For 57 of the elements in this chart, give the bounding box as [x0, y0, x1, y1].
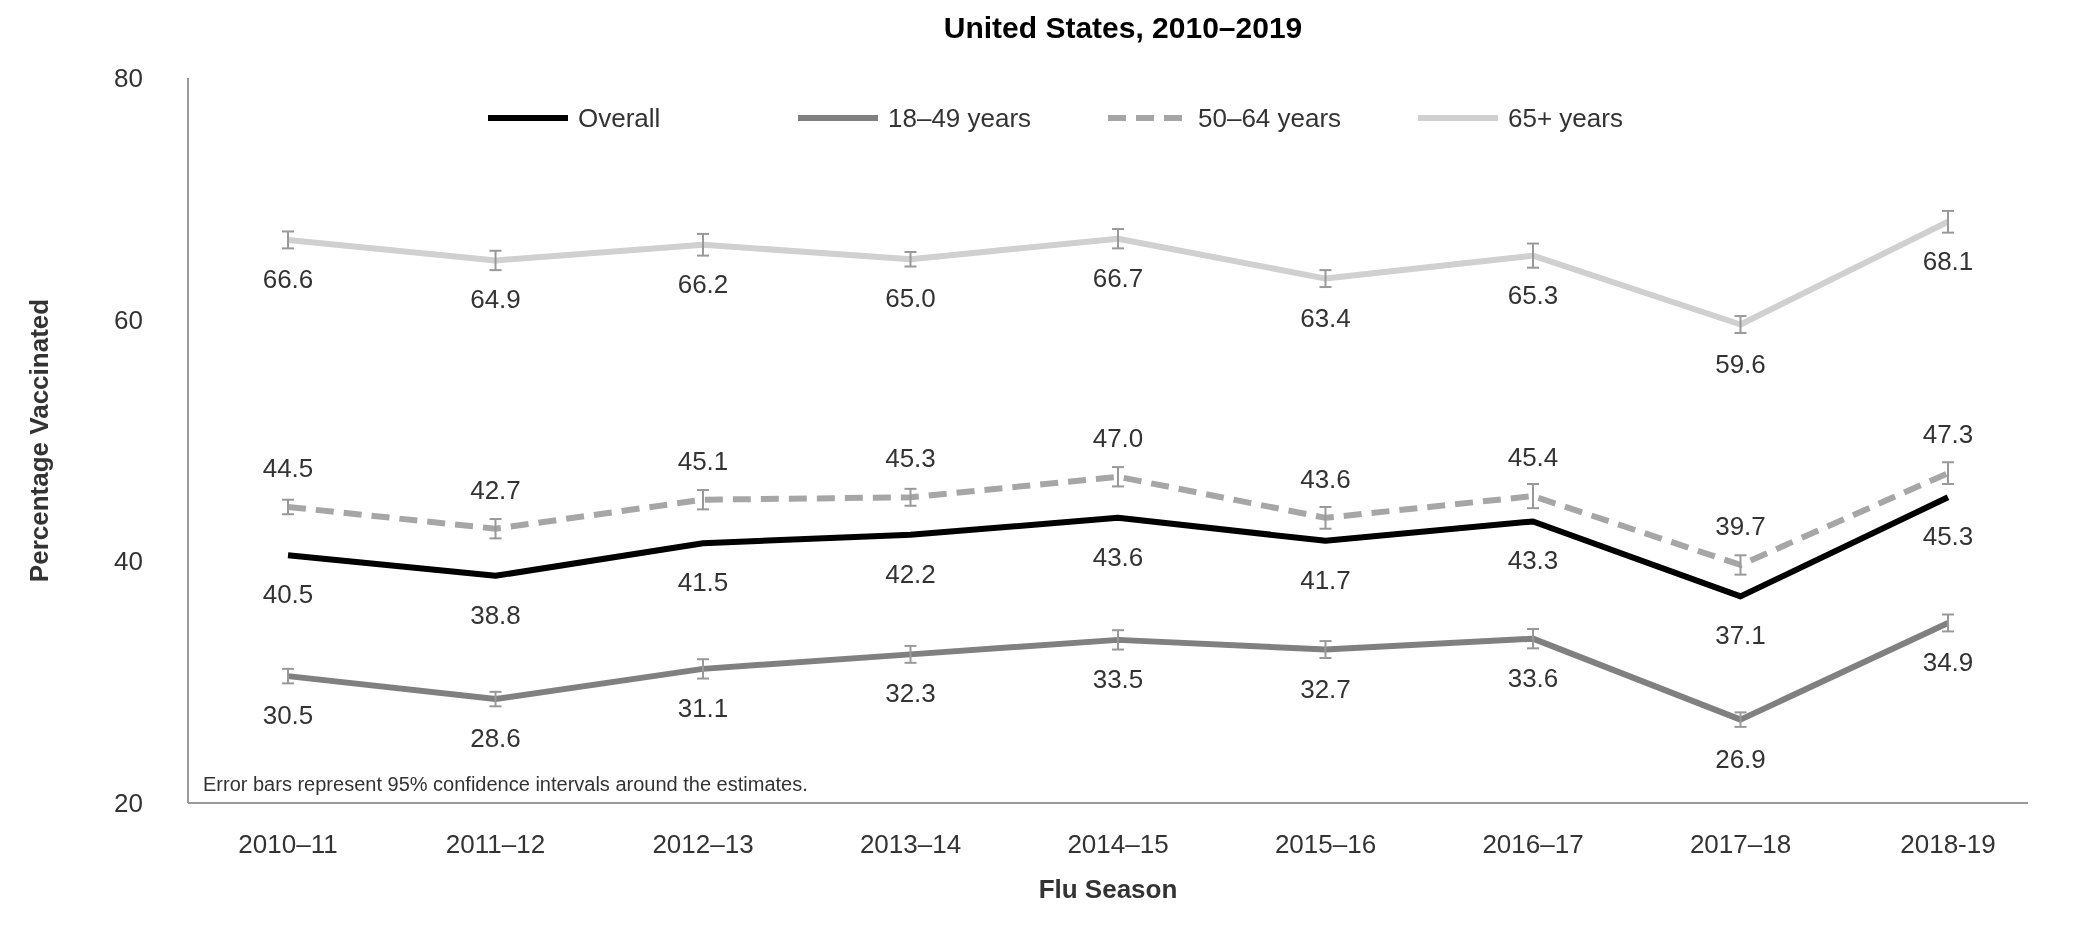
- data-label: 33.5: [1092, 663, 1144, 694]
- x-tick-label: 2016–17: [1482, 829, 1584, 859]
- chart-title: United States, 2010–2019: [943, 11, 1303, 44]
- data-label: 43.3: [1507, 545, 1559, 576]
- x-tick-label: 2012–13: [652, 829, 754, 859]
- data-label: 45.1: [677, 445, 729, 476]
- x-tick-label: 2010–11: [238, 829, 338, 859]
- data-label: 33.6: [1507, 662, 1559, 693]
- data-label: 42.2: [885, 558, 936, 589]
- x-tick-label: 2014–15: [1067, 829, 1169, 859]
- data-label: 34.9: [1922, 646, 1974, 677]
- data-label: 28.6: [470, 723, 521, 754]
- x-tick-label: 2013–14: [859, 829, 962, 859]
- data-label: 26.9: [1715, 743, 1766, 774]
- data-label: 59.6: [1715, 348, 1766, 379]
- y-tick-label: 80: [114, 63, 143, 94]
- legend-label: Overall: [578, 103, 661, 134]
- data-label: 64.9: [470, 284, 521, 315]
- data-label: 65.3: [1507, 279, 1559, 310]
- x-axis-title: Flu Season: [1038, 874, 1178, 904]
- data-label: 45.4: [1507, 442, 1559, 473]
- x-tick-label: 2018-19: [1900, 829, 1996, 859]
- data-label: 45.3: [1922, 521, 1974, 552]
- data-label: 44.5: [262, 452, 314, 483]
- data-label: 31.1: [677, 692, 729, 723]
- data-label: 40.5: [262, 579, 314, 610]
- legend-label: 65+ years: [1508, 103, 1623, 134]
- data-label: 66.2: [677, 268, 729, 299]
- data-label: 38.8: [470, 599, 521, 630]
- data-label: 68.1: [1922, 245, 1974, 276]
- y-axis-title: Percentage Vaccinated: [24, 298, 54, 583]
- data-label: 37.1: [1715, 620, 1766, 651]
- data-label: 32.7: [1300, 673, 1351, 704]
- data-label: 43.6: [1092, 541, 1144, 572]
- data-label: 45.3: [885, 443, 936, 474]
- data-label: 66.7: [1092, 262, 1144, 293]
- data-label: 43.6: [1300, 463, 1351, 494]
- y-tick-label: 60: [114, 304, 143, 335]
- legend-label: 18–49 years: [888, 103, 1032, 134]
- data-label: 47.0: [1092, 422, 1144, 453]
- data-label: 42.7: [470, 474, 521, 505]
- data-label: 65.0: [885, 283, 936, 314]
- data-label: 63.4: [1300, 302, 1351, 333]
- data-label: 30.5: [262, 700, 314, 731]
- legend-label: 50–64 years: [1198, 103, 1342, 134]
- x-tick-label: 2017–18: [1689, 829, 1792, 859]
- annotation: Error bars represent 95% confidence intervals around the estimates.: [203, 773, 808, 795]
- data-label: 47.3: [1922, 419, 1974, 450]
- x-tick-label: 2015–16: [1274, 829, 1377, 859]
- data-label: 32.3: [885, 678, 936, 709]
- x-tick-label: 2011–12: [445, 829, 546, 859]
- data-label: 41.7: [1300, 564, 1351, 595]
- y-tick-label: 40: [114, 546, 143, 577]
- y-tick-label: 20: [114, 788, 143, 819]
- data-label: 41.5: [677, 567, 729, 598]
- data-label: 66.6: [262, 263, 314, 294]
- data-label: 39.7: [1715, 510, 1766, 541]
